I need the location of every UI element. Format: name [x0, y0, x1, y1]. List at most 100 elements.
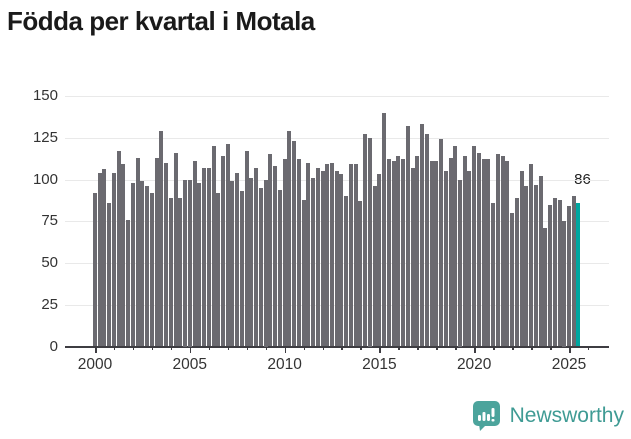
x-axis-tick	[189, 347, 192, 353]
bar	[239, 191, 244, 347]
bar	[282, 159, 287, 347]
bar	[495, 154, 500, 347]
bar	[348, 164, 353, 347]
x-axis-tick	[550, 347, 552, 350]
bar	[230, 181, 235, 347]
bar	[178, 197, 183, 347]
x-axis-tick-label: 2005	[172, 356, 208, 373]
bar	[202, 167, 207, 347]
highlighted-bar	[576, 202, 581, 347]
bar	[439, 139, 444, 347]
x-axis-tick	[569, 347, 571, 353]
bar	[244, 151, 249, 347]
bar	[296, 159, 301, 347]
x-axis-tick	[436, 347, 438, 350]
bar	[434, 161, 439, 347]
bar	[159, 131, 164, 347]
bar	[93, 192, 97, 347]
bar	[476, 152, 481, 347]
bar	[273, 166, 278, 347]
bar	[443, 171, 448, 347]
newsworthy-logo: Newsworthy	[472, 400, 624, 432]
bar	[462, 156, 467, 347]
newsworthy-bars-icon	[472, 401, 500, 431]
bar	[315, 167, 320, 347]
bar	[372, 186, 377, 347]
bar	[353, 164, 358, 347]
y-axis-tick-label: 0	[49, 337, 58, 355]
bar	[301, 199, 306, 347]
bar	[111, 172, 116, 347]
bar	[145, 186, 150, 347]
bar	[467, 171, 472, 347]
bar	[258, 187, 263, 347]
chart-title: Födda per kvartal i Motala	[7, 6, 315, 36]
x-axis-tick	[493, 347, 495, 350]
bar	[510, 212, 515, 347]
x-axis-tick	[284, 347, 287, 353]
bar	[472, 146, 477, 347]
bar	[173, 152, 178, 347]
bar	[126, 219, 131, 347]
x-axis-tick	[132, 347, 135, 350]
x-axis-tick	[113, 347, 116, 350]
gridline	[65, 96, 609, 97]
bar	[344, 196, 349, 347]
bar	[97, 172, 102, 347]
gridline	[65, 137, 609, 139]
bar	[235, 172, 240, 347]
bar	[429, 161, 434, 347]
bar	[401, 159, 406, 347]
bar	[197, 182, 202, 347]
bar	[457, 179, 462, 347]
x-axis-tick	[512, 347, 514, 350]
bar	[567, 206, 571, 347]
bar	[533, 184, 538, 347]
x-axis-tick	[587, 347, 590, 350]
bar	[524, 186, 529, 347]
y-axis-tick-label: 50	[41, 254, 58, 271]
bar	[149, 192, 154, 347]
bar	[358, 201, 363, 347]
bar	[168, 197, 173, 347]
newsworthy-wordmark: Newsworthy	[509, 404, 624, 427]
bar	[292, 141, 297, 347]
bar	[538, 176, 543, 347]
x-axis-tick	[379, 347, 381, 353]
bar	[410, 167, 415, 347]
bar	[405, 126, 410, 347]
x-axis-tick	[474, 347, 476, 353]
bar	[216, 192, 221, 347]
bar	[529, 164, 534, 347]
x-axis-tick-label: 2025	[551, 356, 587, 373]
bar	[121, 164, 126, 347]
x-axis-tick	[151, 347, 154, 350]
bar	[263, 179, 268, 347]
bar	[548, 204, 553, 347]
bar	[571, 196, 576, 347]
bar	[420, 124, 425, 347]
x-axis-tick	[322, 347, 325, 350]
bar	[164, 162, 169, 347]
x-axis-tick	[246, 347, 249, 350]
bar	[249, 177, 254, 347]
bar	[391, 161, 396, 347]
x-axis-tick-label: 2015	[362, 356, 397, 373]
y-axis-tick-label: 125	[32, 128, 58, 146]
bar	[254, 167, 259, 347]
bar	[396, 156, 401, 347]
bar	[116, 151, 121, 347]
bar	[277, 189, 282, 347]
bar	[491, 202, 496, 347]
bar	[334, 171, 339, 347]
x-axis-tick-label: 2010	[267, 356, 302, 373]
bar	[424, 134, 429, 347]
x-axis-tick	[170, 347, 173, 350]
bar	[107, 202, 112, 347]
bar	[225, 144, 230, 347]
x-axis-tick	[360, 347, 362, 350]
bar	[505, 161, 510, 347]
bar	[562, 221, 567, 347]
